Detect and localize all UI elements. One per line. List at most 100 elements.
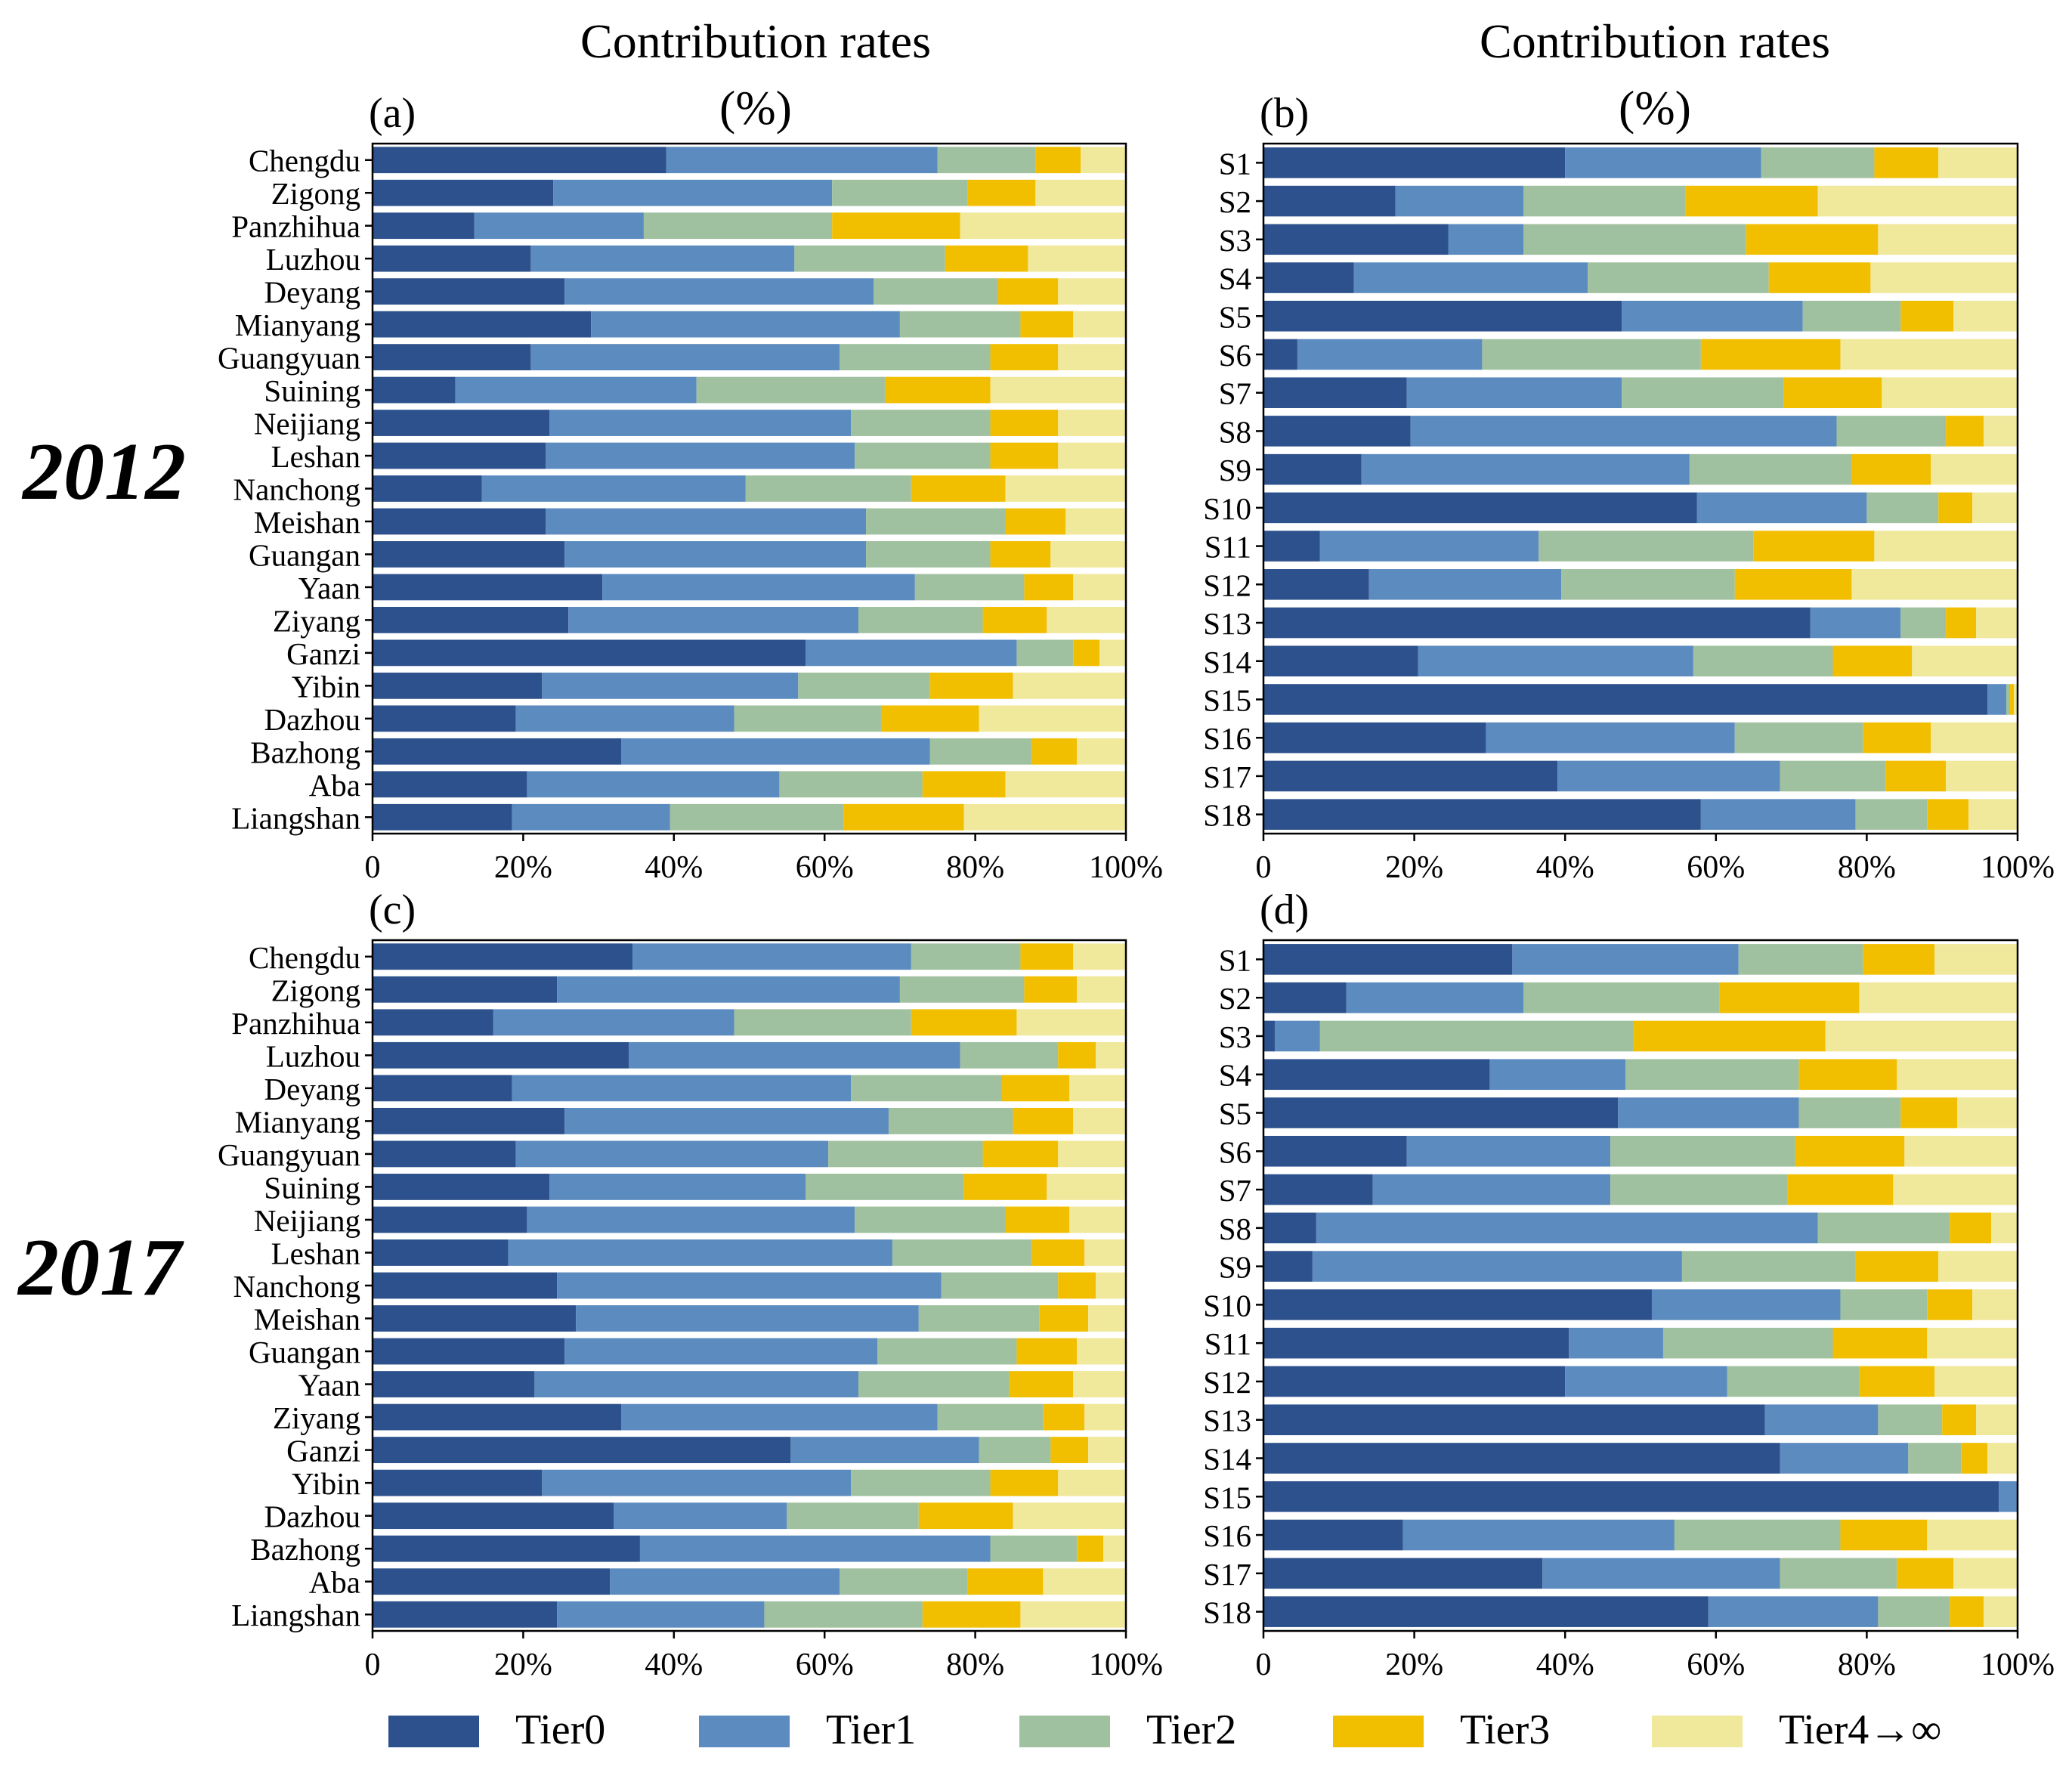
column-unit-right: (%) [1619,81,1691,135]
ytick-label-a-Nanchong: Nanchong [233,472,360,507]
ytick-label-c-Chengdu: Chengdu [249,940,360,975]
bar-b-S11-Tier3 [1753,531,1875,562]
bar-a-Yaan-Tier4 [1073,574,1126,601]
bar-b-S10-Tier4 [1972,492,2018,524]
bar-d-S18-Tier2 [1878,1596,1950,1627]
bar-b-S16-Tier4 [1931,722,2018,753]
bar-c-Aba-Tier2 [840,1568,968,1595]
ytick-label-c-Ziyang: Ziyang [273,1400,360,1435]
bar-c-Ziyang-Tier2 [937,1403,1044,1431]
bar-c-Neijiang-Tier0 [373,1206,527,1233]
bar-a-Bazhong-Tier3 [1031,738,1078,765]
bar-d-S7-Tier1 [1372,1174,1611,1205]
bar-c-Chengdu-Tier2 [911,943,1021,970]
bar-a-Dazhou-Tier0 [373,705,516,732]
bar-d-S12-Tier4 [1934,1366,2018,1397]
bar-d-S11-Tier2 [1662,1327,1833,1359]
bar-c-Ziyang-Tier4 [1084,1403,1126,1431]
bar-a-Aba-Tier3 [922,771,1006,798]
bar-a-Luzhou-Tier2 [794,245,945,272]
bar-c-Guangan-Tier3 [1016,1338,1078,1365]
xtick-label-b-3: 60% [1687,850,1745,885]
bar-a-Panzhihua-Tier1 [474,212,644,240]
ytick-label-d-S11: S11 [1205,1326,1251,1361]
bar-a-Aba-Tier1 [527,771,780,798]
ytick-label-b-S5: S5 [1219,299,1251,334]
bar-d-S10-Tier2 [1840,1289,1928,1320]
bar-b-S18-Tier3 [1927,799,1969,830]
bar-b-S7-Tier3 [1783,377,1882,408]
bar-b-S12-Tier0 [1263,569,1369,600]
bar-c-Nanchong-Tier2 [941,1272,1059,1299]
bar-c-Mianyang-Tier4 [1073,1107,1126,1134]
bar-c-Luzhou-Tier4 [1096,1041,1126,1069]
bar-a-Guangan-Tier1 [564,541,867,568]
legend-swatch-3 [1333,1716,1424,1747]
bar-c-Aba-Tier3 [967,1568,1044,1595]
bar-c-Liangshan-Tier1 [557,1601,765,1628]
bar-a-Aba-Tier0 [373,771,527,798]
bar-a-Neijiang-Tier4 [1058,410,1126,436]
bar-c-Chengdu-Tier0 [373,943,632,970]
bar-b-S16-Tier0 [1263,722,1486,753]
ytick-label-d-S15: S15 [1203,1480,1251,1515]
bar-c-Guangyuan-Tier4 [1058,1140,1126,1168]
bar-a-Deyang-Tier2 [874,278,998,305]
legend-label-4: Tier4→∞ [1779,1706,1941,1753]
bar-d-S17-Tier1 [1542,1558,1780,1589]
bar-a-Guangan-Tier2 [866,541,991,568]
bar-d-S11-Tier0 [1263,1327,1569,1359]
panels: (a)ChengduZigongPanzhihuaLuzhouDeyangMia… [218,90,2055,1682]
panel-label-a: (a) [369,90,416,137]
bar-d-S14-Tier2 [1908,1443,1962,1474]
bar-a-Leshan-Tier0 [373,442,546,469]
bar-b-S3-Tier0 [1263,224,1449,255]
bar-a-Ziyang-Tier0 [373,607,569,633]
bar-d-S12-Tier2 [1727,1366,1860,1397]
bar-b-S9-Tier2 [1689,453,1852,485]
bar-b-S9-Tier1 [1361,453,1690,485]
bar-b-S17-Tier0 [1263,760,1558,792]
ytick-label-d-S17: S17 [1203,1557,1251,1592]
bar-d-S17-Tier2 [1780,1558,1897,1589]
year-label-2017: 2017 [17,1223,184,1313]
bar-d-S13-Tier4 [1976,1404,2018,1436]
ytick-label-c-Luzhou: Luzhou [266,1038,360,1073]
bar-b-S18-Tier0 [1263,799,1701,830]
bar-c-Nanchong-Tier1 [557,1272,942,1299]
bar-d-S6-Tier4 [1904,1135,2018,1167]
bar-a-Chengdu-Tier2 [937,147,1036,174]
bar-b-S8-Tier1 [1410,416,1837,447]
bar-d-S8-Tier1 [1316,1212,1818,1244]
bar-b-S10-Tier1 [1696,492,1867,524]
bar-b-S1-Tier0 [1263,147,1566,178]
bar-c-Suining-Tier4 [1047,1174,1126,1200]
bar-c-Guangan-Tier0 [373,1338,565,1365]
bar-c-Suining-Tier3 [963,1174,1047,1200]
bar-d-S6-Tier1 [1406,1135,1611,1167]
bar-a-Leshan-Tier4 [1058,442,1126,469]
bar-a-Liangshan-Tier0 [373,803,512,831]
bar-c-Bazhong-Tier0 [373,1535,640,1562]
bar-c-Meishan-Tier1 [576,1305,919,1332]
bar-b-S14-Tier4 [1912,645,2018,677]
bar-d-S1-Tier2 [1738,944,1863,975]
ytick-label-a-Dazhou: Dazhou [264,702,360,737]
bar-b-S18-Tier2 [1855,799,1928,830]
bar-a-Bazhong-Tier0 [373,738,622,765]
ytick-label-a-Yaan: Yaan [298,571,360,605]
ytick-label-c-Guangan: Guangan [249,1335,360,1369]
bar-c-Luzhou-Tier3 [1058,1041,1096,1069]
ytick-label-d-S4: S4 [1219,1058,1251,1093]
bar-c-Ziyang-Tier1 [621,1403,938,1431]
ytick-label-c-Neijiang: Neijiang [254,1203,360,1238]
ytick-label-b-S1: S1 [1219,146,1251,181]
bar-a-Meishan-Tier3 [1005,508,1066,535]
bar-a-Ziyang-Tier1 [568,607,859,633]
bar-c-Ziyang-Tier3 [1043,1403,1085,1431]
xtick-label-c-1: 20% [494,1648,552,1682]
bar-d-S9-Tier2 [1681,1251,1856,1282]
bar-a-Yaan-Tier2 [914,574,1025,601]
bar-c-Ganzi-Tier4 [1088,1437,1126,1464]
bar-b-S6-Tier0 [1263,339,1297,370]
